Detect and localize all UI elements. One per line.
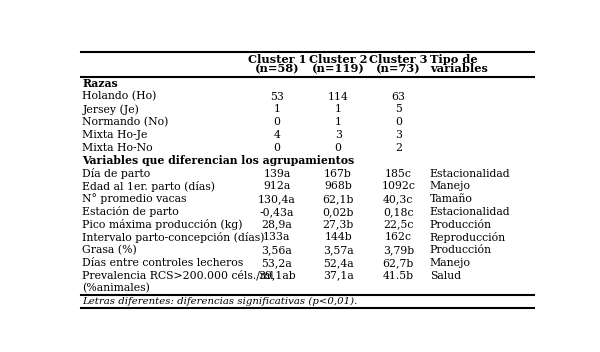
Text: 4: 4 [274, 130, 280, 140]
Text: Manejo: Manejo [430, 181, 470, 191]
Text: Estacionalidad: Estacionalidad [430, 169, 510, 178]
Text: Normando (No): Normando (No) [82, 117, 169, 127]
Text: 162c: 162c [385, 232, 412, 242]
Text: Salud: Salud [430, 271, 461, 281]
Text: 3: 3 [395, 130, 402, 140]
Text: 3,57a: 3,57a [323, 245, 353, 255]
Text: 3,79b: 3,79b [383, 245, 414, 255]
Text: Cluster 1: Cluster 1 [248, 54, 306, 65]
Text: Letras diferentes: diferencias significativas (p<0,01).: Letras diferentes: diferencias significa… [82, 297, 358, 306]
Text: 63: 63 [391, 92, 405, 102]
Text: (n=119): (n=119) [311, 63, 365, 74]
Text: 139a: 139a [263, 169, 290, 178]
Text: 3: 3 [335, 130, 341, 140]
Text: 968b: 968b [324, 181, 352, 191]
Text: 1: 1 [335, 117, 341, 127]
Text: Manejo: Manejo [430, 258, 470, 268]
Text: Holando (Ho): Holando (Ho) [82, 92, 157, 102]
Text: 62,7b: 62,7b [383, 258, 414, 268]
Text: 0,18c: 0,18c [383, 207, 413, 217]
Text: N° promedio vacas: N° promedio vacas [82, 194, 187, 205]
Text: Edad al 1er. parto (días): Edad al 1er. parto (días) [82, 181, 215, 192]
Text: 185c: 185c [385, 169, 412, 178]
Text: 62,1b: 62,1b [322, 194, 354, 204]
Text: 39,1ab: 39,1ab [258, 271, 296, 281]
Text: 37,1a: 37,1a [323, 271, 353, 281]
Text: 167b: 167b [324, 169, 352, 178]
Text: Cluster 3: Cluster 3 [369, 54, 428, 65]
Text: 912a: 912a [263, 181, 290, 191]
Text: Razas: Razas [82, 78, 118, 89]
Text: (n=58): (n=58) [254, 63, 299, 74]
Text: 133a: 133a [263, 232, 290, 242]
Text: 2: 2 [395, 143, 402, 152]
Text: Pico máxima producción (kg): Pico máxima producción (kg) [82, 219, 243, 230]
Text: Producción: Producción [430, 245, 491, 255]
Text: Intervalo parto-concepción (días): Intervalo parto-concepción (días) [82, 232, 265, 243]
Text: 1092c: 1092c [382, 181, 415, 191]
Text: 41.5b: 41.5b [383, 271, 414, 281]
Text: Grasa (%): Grasa (%) [82, 245, 137, 255]
Text: Tipo de: Tipo de [430, 54, 478, 65]
Text: 0: 0 [335, 143, 341, 152]
Text: Reproducción: Reproducción [430, 232, 506, 243]
Text: 0: 0 [274, 117, 280, 127]
Text: 0: 0 [395, 117, 402, 127]
Text: 28,9a: 28,9a [262, 220, 292, 230]
Text: 114: 114 [328, 92, 349, 102]
Text: -0,43a: -0,43a [260, 207, 294, 217]
Text: 22,5c: 22,5c [383, 220, 413, 230]
Text: Jersey (Je): Jersey (Je) [82, 104, 139, 115]
Text: 144b: 144b [324, 232, 352, 242]
Text: 5: 5 [395, 104, 402, 114]
Text: Mixta Ho-Je: Mixta Ho-Je [82, 130, 148, 140]
Text: Días entre controles lecheros: Días entre controles lecheros [82, 258, 244, 268]
Text: (n=73): (n=73) [376, 63, 421, 74]
Text: 0: 0 [274, 143, 280, 152]
Text: (%animales): (%animales) [82, 283, 151, 294]
Text: 53: 53 [270, 92, 284, 102]
Text: 3,56a: 3,56a [262, 245, 292, 255]
Text: Mixta Ho-No: Mixta Ho-No [82, 143, 153, 152]
Text: Estacionalidad: Estacionalidad [430, 207, 510, 217]
Text: Producción: Producción [430, 220, 491, 230]
Text: 1: 1 [335, 104, 341, 114]
Text: 52,4a: 52,4a [323, 258, 353, 268]
Text: Tamaño: Tamaño [430, 194, 473, 204]
Text: Día de parto: Día de parto [82, 168, 151, 179]
Text: 130,4a: 130,4a [258, 194, 296, 204]
Text: 1: 1 [274, 104, 280, 114]
Text: 0,02b: 0,02b [322, 207, 354, 217]
Text: variables: variables [430, 63, 488, 74]
Text: Variables que diferencian los agrupamientos: Variables que diferencian los agrupamien… [82, 155, 355, 166]
Text: 40,3c: 40,3c [383, 194, 413, 204]
Text: 53,2a: 53,2a [262, 258, 292, 268]
Text: Estación de parto: Estación de parto [82, 206, 179, 217]
Text: 27,3b: 27,3b [322, 220, 354, 230]
Text: Cluster 2: Cluster 2 [309, 54, 367, 65]
Text: Prevalencia RCS>200.000 céls./ml: Prevalencia RCS>200.000 céls./ml [82, 270, 274, 281]
